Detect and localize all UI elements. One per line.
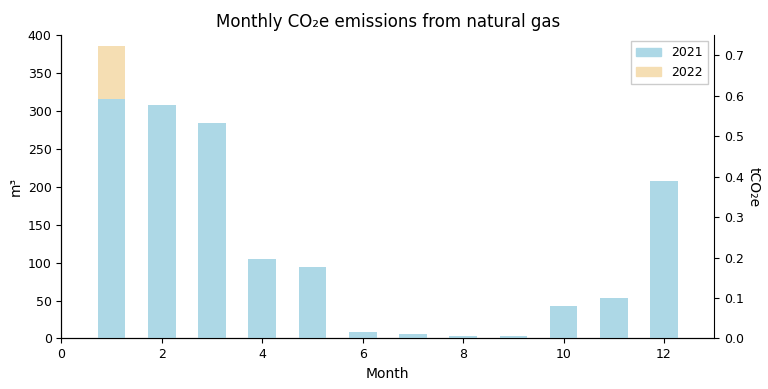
Bar [399,334,427,338]
Title: Monthly CO₂e emissions from natural gas: Monthly CO₂e emissions from natural gas [216,13,560,31]
Legend: 2021, 2022: 2021, 2022 [631,41,708,84]
Bar [198,123,226,338]
Bar [98,46,125,338]
Bar [550,306,578,338]
Y-axis label: m³: m³ [8,177,22,196]
Bar [249,259,276,338]
Bar [600,298,627,338]
Bar [650,180,678,338]
Bar [299,267,326,338]
Bar [148,116,176,338]
Bar [449,336,477,338]
Bar [148,105,176,338]
Bar [98,100,125,338]
X-axis label: Month: Month [366,367,409,381]
Y-axis label: tCO₂e: tCO₂e [746,166,760,207]
Bar [349,332,376,338]
Bar [499,336,527,338]
